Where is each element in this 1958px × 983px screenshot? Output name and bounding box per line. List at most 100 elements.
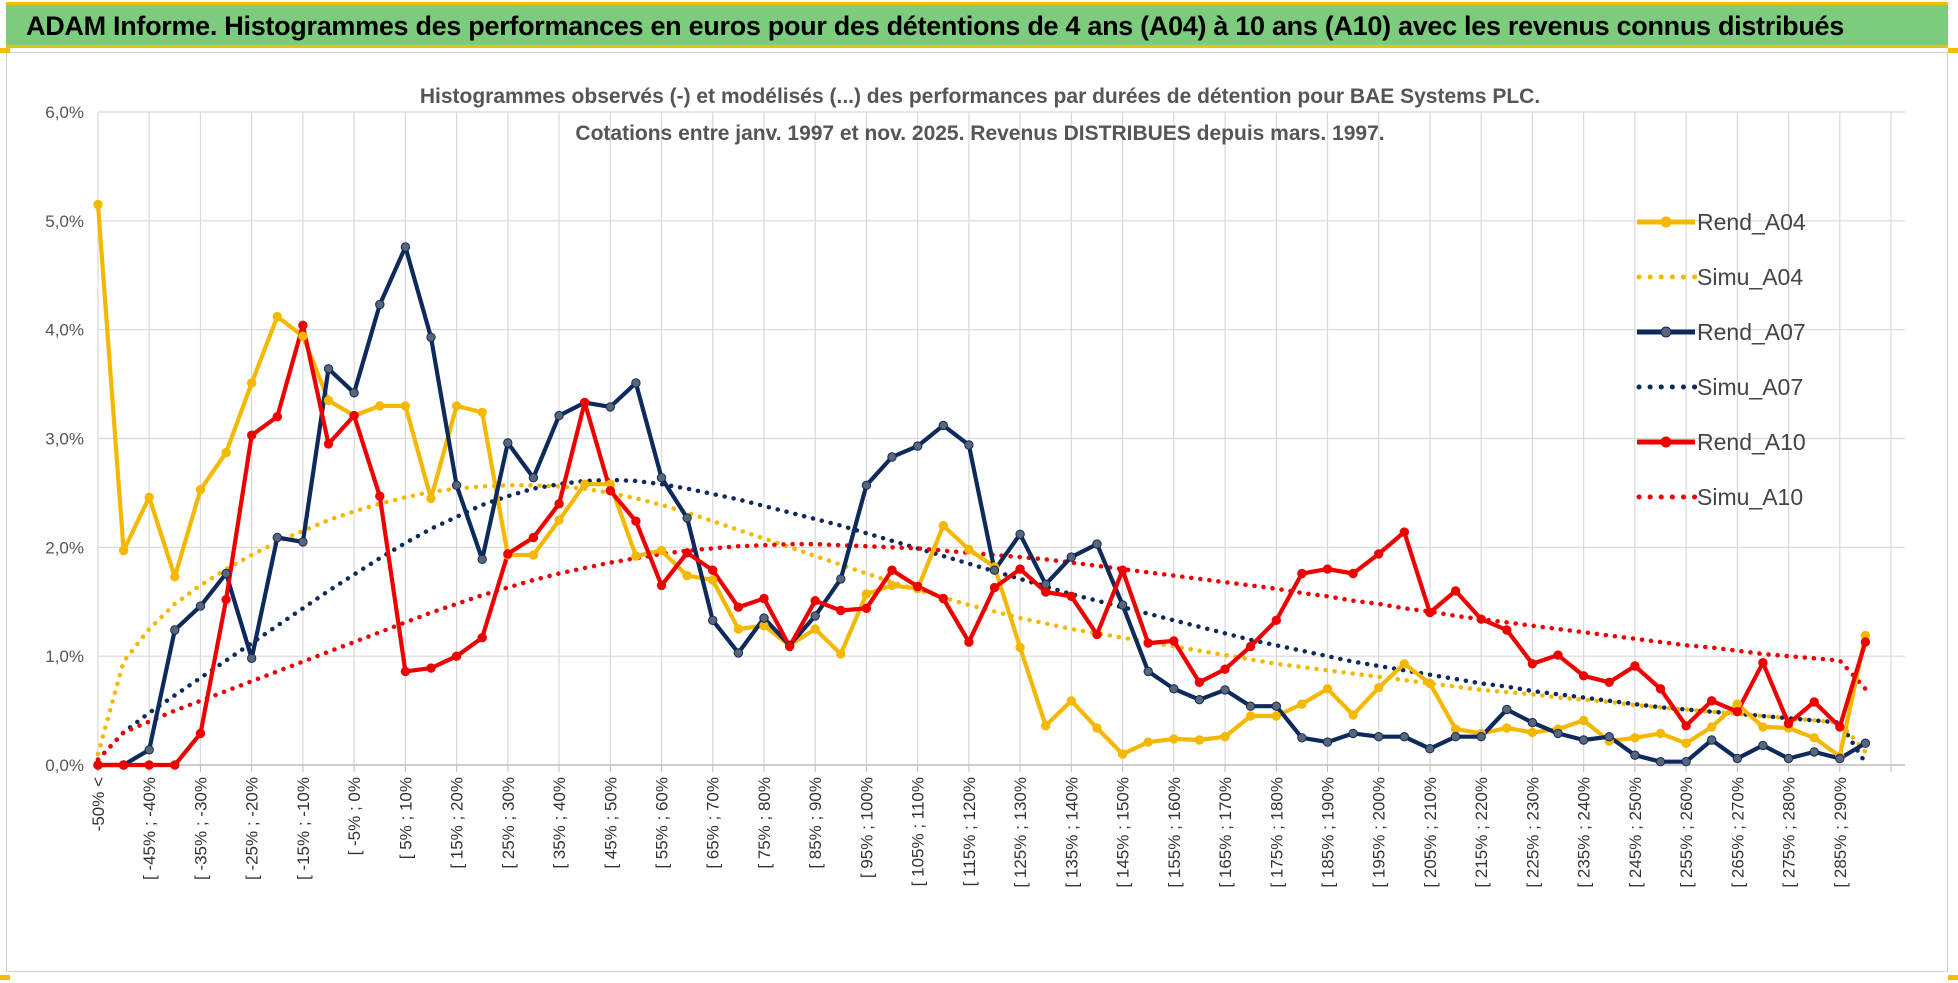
y-tick-label: 4,0% [45,321,84,340]
legend-label-Simu_A04: Simu_A04 [1697,264,1803,290]
corner-mark-top-left [0,48,10,53]
x-tick-label: [ -15% ; -10% [294,777,313,880]
data-point-Rend_A04 [631,551,641,561]
chart-grid [97,111,1905,772]
data-point-Rend_A07 [375,299,385,310]
legend-label-Simu_A10: Simu_A10 [1697,484,1803,510]
x-tick-label: [ -25% ; -20% [243,777,262,880]
data-point-Rend_A10 [1271,615,1282,625]
data-point-Rend_A04 [1527,727,1538,738]
series-line-Rend_A04 [95,204,1868,759]
data-point-Rend_A07 [1092,539,1102,549]
data-point-Rend_A10 [298,320,308,330]
x-tick-label: [ 85% ; 90% [806,777,825,869]
data-point-Rend_A07 [170,625,180,635]
legend-marker-Rend_A04 [1660,216,1672,228]
x-tick-label: [ 145% ; 150% [1114,777,1133,888]
data-point-Rend_A04 [195,485,206,495]
chart-area [6,52,1948,972]
data-point-Rend_A07 [861,480,872,490]
data-point-Rend_A10 [426,663,436,673]
data-point-Rend_A07 [1450,732,1461,742]
data-point-Rend_A04 [93,199,103,210]
series-line-Simu_A07 [95,477,1868,766]
data-point-Rend_A07 [1707,735,1717,745]
data-point-Rend_A07 [1322,737,1333,747]
legend-marker-Rend_A07 [1660,326,1672,338]
data-point-Rend_A04 [1271,711,1282,721]
report-title: ADAM Informe. Histogrammes des performan… [26,11,1844,41]
data-point-Rend_A04 [938,520,948,531]
data-point-Rend_A07 [528,473,539,483]
data-point-Rend_A04 [170,572,180,582]
data-point-Rend_A10 [1374,549,1384,559]
data-point-Rend_A10 [861,603,872,613]
data-point-Rend_A10 [1476,614,1486,624]
data-point-Rend_A04 [272,311,282,322]
chart-title: Histogrammes observés (-) et modélisés (… [420,85,1540,108]
data-point-Rend_A10 [1783,718,1794,729]
data-point-Rend_A04 [1707,722,1717,732]
data-point-Rend_A07 [298,537,308,547]
data-point-Rend_A04 [964,544,974,555]
data-point-Rend_A07 [1758,740,1768,751]
x-tick-label: [ 5% ; 10% [396,777,415,859]
data-point-Rend_A04 [1143,737,1153,747]
data-point-Rend_A07 [682,513,692,523]
data-point-Rend_A07 [656,473,667,483]
data-point-Rend_A07 [1245,701,1256,711]
x-tick-label: [ 245% ; 250% [1626,777,1645,888]
x-tick-label: [ 35% ; 40% [550,777,569,869]
legend-label-Simu_A07: Simu_A07 [1697,374,1803,400]
data-point-Rend_A04 [451,401,462,411]
data-point-Rend_A10 [836,605,846,616]
data-point-Rend_A10 [784,641,795,652]
data-point-Rend_A10 [759,593,769,604]
data-point-Rend_A07 [349,388,359,398]
data-point-Rend_A07 [1066,552,1077,562]
data-point-Rend_A07 [1169,684,1179,694]
data-point-Rend_A10 [1425,607,1435,618]
data-point-Rend_A07 [1604,732,1614,742]
data-point-Rend_A04 [1502,723,1512,733]
data-point-Rend_A07 [1425,744,1435,754]
data-point-Rend_A10 [323,439,334,449]
data-point-Rend_A07 [221,568,231,579]
x-tick-label: [ 205% ; 210% [1421,777,1440,888]
data-point-Rend_A10 [400,666,411,677]
data-point-Rend_A04 [1630,733,1640,743]
series-line-Rend_A10 [98,323,1868,768]
data-point-Rend_A07 [1194,695,1205,705]
data-point-Rend_A07 [964,440,974,450]
data-point-Rend_A07 [1271,701,1282,711]
data-point-Rend_A07 [631,378,641,388]
data-point-Rend_A10 [375,491,385,501]
data-point-Rend_A04 [733,624,744,634]
data-point-Rend_A04 [1092,723,1102,733]
data-point-Rend_A10 [1809,697,1819,707]
data-point-Rend_A04 [426,493,436,504]
data-point-Rend_A10 [580,397,590,408]
data-point-Rend_A04 [810,624,820,634]
data-point-Rend_A10 [1220,664,1230,674]
y-tick-label: 6,0% [45,103,84,122]
data-point-Rend_A04 [708,575,718,585]
data-point-Rend_A10 [1450,586,1461,596]
legend-label-Rend_A07: Rend_A07 [1697,319,1806,345]
data-point-Rend_A04 [554,515,564,525]
data-point-Rend_A04 [836,649,846,659]
data-point-Rend_A10 [1758,658,1768,668]
x-tick-label: [ 185% ; 190% [1318,777,1337,888]
data-point-Rend_A10 [503,549,513,559]
data-point-Rend_A10 [1322,564,1333,574]
series-group [93,199,1871,770]
x-tick-label: [ 165% ; 170% [1216,777,1235,888]
data-point-Rend_A04 [477,407,487,418]
data-point-Rend_A07 [938,420,948,431]
data-point-Rend_A10 [733,602,744,612]
data-point-Rend_A10 [1681,721,1691,731]
x-tick-label: [ 225% ; 230% [1523,777,1542,888]
data-point-Rend_A04 [1655,728,1666,739]
